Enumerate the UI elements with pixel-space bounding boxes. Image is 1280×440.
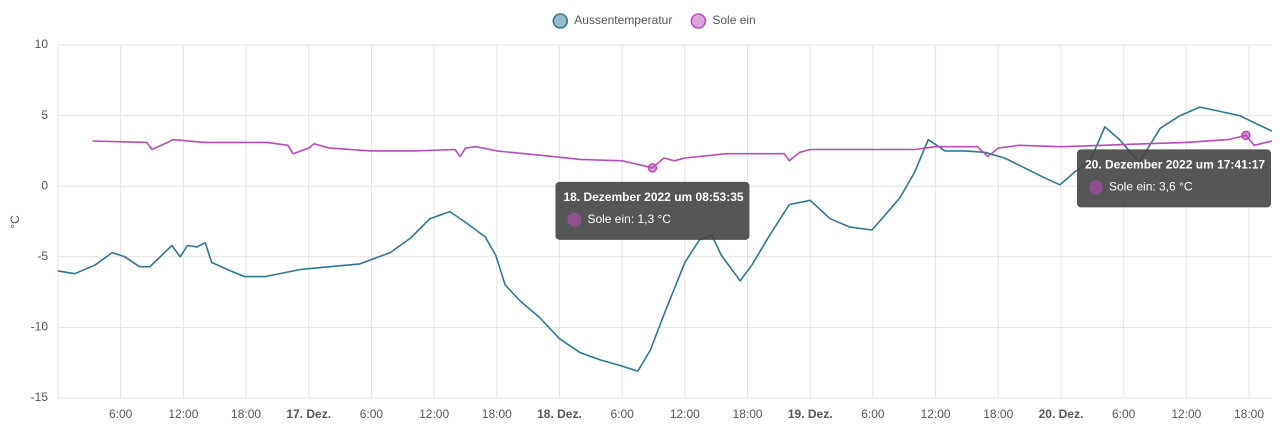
y-axis-label: °C [8, 215, 22, 229]
x-tick-label: 12:00 [419, 407, 449, 421]
legend-swatch [690, 13, 707, 29]
tooltip-box [555, 181, 750, 240]
x-tick-label: 12:00 [168, 407, 198, 421]
x-tick-label: 18. Dez. [537, 407, 582, 421]
hover-point [647, 163, 658, 173]
series-line [57, 106, 1273, 372]
legend: Aussentemperatur Sole ein [552, 13, 756, 29]
legend-label: Aussentemperatur [574, 13, 672, 27]
legend-item[interactable]: Aussentemperatur [552, 13, 672, 29]
tooltip-label: Sole ein: 1,3 °C [587, 212, 671, 226]
y-tick-label: -10 [31, 320, 49, 334]
tooltip-swatch [1089, 180, 1103, 195]
hover-point [1241, 130, 1251, 141]
legend-swatch [552, 13, 569, 29]
y-tick-label: 5 [41, 108, 48, 122]
tooltip-swatch [567, 212, 582, 227]
tooltip-box [1077, 149, 1271, 208]
tooltip: 20. Dezember 2022 um 17:41:17 Sole ein: 3… [1077, 149, 1271, 208]
x-tick-label: 6:00 [360, 407, 384, 421]
y-tick-label: -15 [31, 390, 49, 404]
y-tick-label: -5 [37, 249, 48, 263]
x-tick-label: 12:00 [921, 407, 951, 421]
x-tick-label: 18:00 [231, 407, 261, 421]
x-tick-label: 17. Dez. [286, 407, 331, 421]
x-tick-label: 6:00 [1112, 407, 1136, 421]
y-tick-label: 0 [41, 178, 48, 192]
legend-item[interactable]: Sole ein [690, 13, 756, 29]
x-tick-label: 18:00 [1234, 407, 1264, 421]
series-line [92, 134, 1273, 169]
tooltip: 18. Dezember 2022 um 08:53:35 Sole ein: 1… [555, 181, 750, 240]
tooltip-label: Sole ein: 3,6 °C [1109, 180, 1193, 194]
legend-label: Sole ein [712, 13, 755, 27]
x-tick-label: 12:00 [1171, 407, 1201, 421]
x-tick-label: 18:00 [983, 407, 1013, 421]
x-tick-label: 19. Dez. [788, 407, 833, 421]
x-tick-label: 18:00 [482, 407, 512, 421]
x-tick-label: 18:00 [733, 407, 763, 421]
tooltip-title: 20. Dezember 2022 um 17:41:17 [1085, 158, 1265, 172]
x-tick-label: 6:00 [610, 407, 634, 421]
tooltip-title: 18. Dezember 2022 um 08:53:35 [563, 190, 743, 204]
x-tick-label: 12:00 [670, 407, 700, 421]
x-tick-label: 6:00 [861, 407, 885, 421]
x-tick-label: 6:00 [109, 407, 133, 421]
y-tick-label: 10 [35, 37, 49, 51]
x-tick-label: 20. Dez. [1039, 407, 1084, 421]
